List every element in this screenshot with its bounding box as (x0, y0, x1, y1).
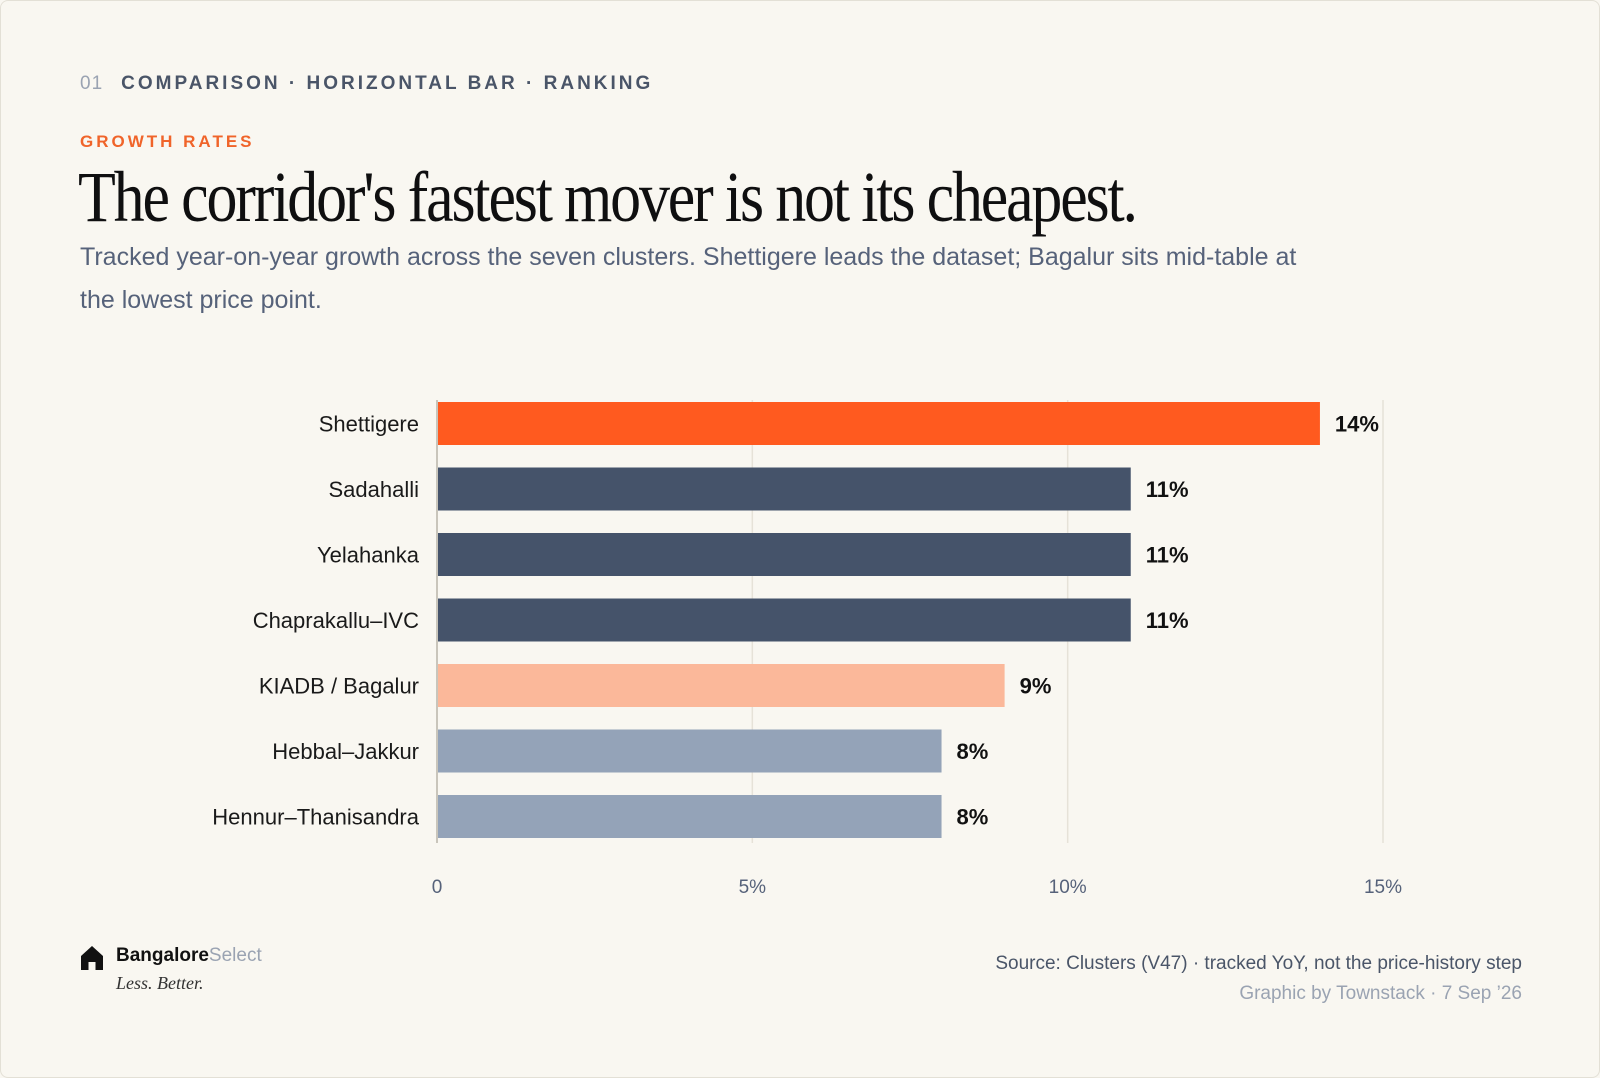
value-label: 14% (1335, 412, 1379, 437)
eyebrow-label: GROWTH RATES (80, 132, 255, 151)
x-tick-label: 0 (432, 877, 443, 898)
value-label: 11% (1146, 608, 1189, 633)
brand-name-light: Select (208, 945, 262, 966)
bar (438, 533, 1131, 576)
brand-tagline: Less. Better. (116, 973, 204, 993)
category-label: Sadahalli (328, 477, 419, 502)
section-kicker: 01 COMPARISON · HORIZONTAL BAR · RANKING (80, 73, 653, 95)
x-tick-label: 15% (1364, 877, 1402, 898)
value-label: 8% (957, 805, 989, 830)
source-block: Source: Clusters (V47) · tracked YoY, no… (995, 949, 1522, 1009)
category-label: Hebbal–Jakkur (272, 739, 419, 764)
source-note: Source: Clusters (V47) · tracked YoY, no… (995, 953, 1522, 974)
chart-subtitle: Tracked year-on-year growth across the s… (80, 243, 1297, 314)
bar (438, 467, 1131, 511)
category-label: KIADB / Bagalur (259, 674, 419, 699)
bar (438, 795, 942, 838)
category-label: Yelahanka (317, 543, 420, 568)
value-label: 9% (1020, 674, 1052, 699)
category-label: Chaprakallu–IVC (253, 608, 419, 633)
value-label: 11% (1146, 543, 1189, 568)
section-index: 01 (80, 73, 104, 94)
category-label: Hennur–Thanisandra (212, 805, 419, 830)
section-kicker-text: COMPARISON · HORIZONTAL BAR · RANKING (121, 73, 654, 94)
bar (438, 402, 1320, 445)
category-label: Shettigere (319, 412, 419, 437)
house-icon (81, 946, 103, 970)
brand-name-bold: Bangalore (116, 945, 209, 966)
chart-title: The corridor's fastest mover is not its … (78, 157, 1138, 237)
brand-name: BangaloreSelect (116, 945, 262, 967)
graphic-credit: Graphic by Townstack · 7 Sep ’26 (1239, 983, 1522, 1004)
bar (438, 598, 1131, 642)
value-label: 11% (1146, 477, 1189, 502)
x-tick-label: 5% (739, 877, 767, 898)
value-label: 8% (957, 739, 989, 764)
brand-block: BangaloreSelect Less. Better. (80, 945, 262, 994)
bar (438, 729, 942, 773)
x-tick-label: 10% (1049, 877, 1087, 898)
bar-chart: Shettigere 14% Sadahalli 11% Yelahanka 11% Cha… (212, 400, 1402, 898)
bar (438, 664, 1005, 707)
